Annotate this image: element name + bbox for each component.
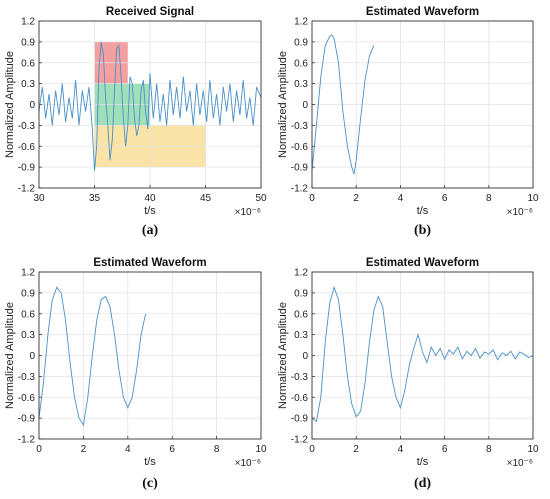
x-tick-label: 4 xyxy=(125,444,131,455)
panel-caption: (c) xyxy=(142,476,158,491)
x-tick-label: 8 xyxy=(486,193,492,204)
x-tick-label: 2 xyxy=(353,193,359,204)
x-tick-label: 10 xyxy=(527,193,539,204)
x-exponent-label: ×10⁻⁶ xyxy=(235,458,261,469)
x-tick-label: 8 xyxy=(486,444,492,455)
y-tick-label: 0 xyxy=(302,351,308,362)
y-tick-label: 0.3 xyxy=(294,330,308,341)
x-axis-label: t/s xyxy=(417,456,429,468)
x-tick-label: 10 xyxy=(527,444,539,455)
x-tick-label: 4 xyxy=(398,193,404,204)
x-exponent-label: ×10⁻⁶ xyxy=(235,207,261,218)
y-tick-label: 0.9 xyxy=(21,37,35,48)
y-tick-label: -1.2 xyxy=(18,435,36,446)
y-tick-label: -0.6 xyxy=(18,142,36,153)
y-tick-label: 1.2 xyxy=(294,268,308,279)
x-axis-label: t/s xyxy=(144,456,156,468)
y-axis-label: Normalized Amplitude xyxy=(4,302,16,409)
y-tick-label: -1.2 xyxy=(18,184,36,195)
y-tick-label: -1.2 xyxy=(291,184,309,195)
x-tick-label: 6 xyxy=(442,444,448,455)
y-tick-label: 0.3 xyxy=(21,79,35,90)
chart-title: Received Signal xyxy=(106,6,194,18)
y-tick-label: -1.2 xyxy=(291,435,309,446)
y-tick-label: -0.3 xyxy=(291,372,309,383)
y-tick-label: -0.6 xyxy=(291,142,309,153)
x-tick-label: 0 xyxy=(309,444,315,455)
x-tick-label: 6 xyxy=(169,444,175,455)
series-line xyxy=(311,34,375,175)
x-exponent-label: ×10⁻⁶ xyxy=(507,207,533,218)
y-tick-label: 0.3 xyxy=(21,330,35,341)
panel-caption: (b) xyxy=(414,223,431,238)
chart-title: Estimated Waveform xyxy=(93,257,206,269)
y-tick-label: -0.9 xyxy=(18,163,36,174)
y-tick-label: -0.6 xyxy=(291,393,309,404)
x-axis-label: t/s xyxy=(417,205,429,217)
x-tick-label: 35 xyxy=(89,193,101,204)
x-tick-label: 2 xyxy=(353,444,359,455)
plot-frame xyxy=(311,271,534,440)
y-tick-label: 0.6 xyxy=(21,309,35,320)
chart-title: Estimated Waveform xyxy=(366,6,479,18)
x-tick-label: 0 xyxy=(36,444,42,455)
y-tick-label: -0.3 xyxy=(18,372,36,383)
x-tick-label: 10 xyxy=(255,444,267,455)
y-tick-label: -0.9 xyxy=(291,414,309,425)
chart-title: Estimated Waveform xyxy=(366,257,479,269)
y-tick-label: 0 xyxy=(29,351,35,362)
y-tick-label: 0 xyxy=(29,100,35,111)
y-tick-label: -0.9 xyxy=(18,414,36,425)
chart-panel-3: 0 2 4 6 8 10 -1.2 -0.9 -0.6 -0.3 0 0.3 0.6 0.9 1.2 Esti… xyxy=(277,257,539,491)
y-tick-label: 1.2 xyxy=(21,268,35,279)
panel-caption: (a) xyxy=(142,223,159,238)
y-tick-label: -0.3 xyxy=(18,121,36,132)
y-tick-label: 0.6 xyxy=(21,58,35,69)
x-tick-label: 45 xyxy=(200,193,212,204)
panel-caption: (d) xyxy=(414,476,431,491)
y-tick-label: 0 xyxy=(302,100,308,111)
x-tick-label: 4 xyxy=(398,444,404,455)
y-tick-label: 0.9 xyxy=(294,37,308,48)
x-tick-label: 8 xyxy=(214,444,220,455)
series-line xyxy=(38,41,262,171)
series-line xyxy=(311,285,534,423)
y-axis-label: Normalized Amplitude xyxy=(277,302,289,409)
x-tick-label: 6 xyxy=(442,193,448,204)
y-tick-label: 1.2 xyxy=(294,17,308,28)
x-tick-label: 50 xyxy=(255,193,267,204)
x-tick-label: 30 xyxy=(33,193,45,204)
x-tick-label: 0 xyxy=(309,193,315,204)
y-tick-label: 0.9 xyxy=(294,288,308,299)
chart-panel-0: 30 35 40 45 50 -1.2 -0.9 -0.6 -0.3 0 0.3 0.6 0.9 1.2 R… xyxy=(4,6,267,238)
chart-panel-1: 0 2 4 6 8 10 -1.2 -0.9 -0.6 -0.3 0 0.3 0.6 0.9 1.2 Esti… xyxy=(277,6,539,238)
y-tick-label: 0.9 xyxy=(21,288,35,299)
plot-frame xyxy=(38,271,262,440)
x-exponent-label: ×10⁻⁶ xyxy=(507,458,533,469)
y-tick-label: -0.6 xyxy=(18,393,36,404)
x-tick-label: 40 xyxy=(144,193,156,204)
y-axis-label: Normalized Amplitude xyxy=(277,51,289,158)
plot-frame xyxy=(311,20,534,189)
y-tick-label: 1.2 xyxy=(21,17,35,28)
y-tick-label: -0.3 xyxy=(291,121,309,132)
y-tick-label: 0.3 xyxy=(294,79,308,90)
series-line xyxy=(38,286,147,427)
y-tick-label: 0.6 xyxy=(294,309,308,320)
x-tick-label: 2 xyxy=(81,444,87,455)
y-tick-label: 0.6 xyxy=(294,58,308,69)
y-tick-label: -0.9 xyxy=(291,163,309,174)
plot-frame xyxy=(38,20,262,189)
y-axis-label: Normalized Amplitude xyxy=(4,51,16,158)
x-axis-label: t/s xyxy=(144,205,156,217)
chart-panel-2: 0 2 4 6 8 10 -1.2 -0.9 -0.6 -0.3 0 0.3 0.6 0.9 1.2 Esti… xyxy=(4,257,267,491)
